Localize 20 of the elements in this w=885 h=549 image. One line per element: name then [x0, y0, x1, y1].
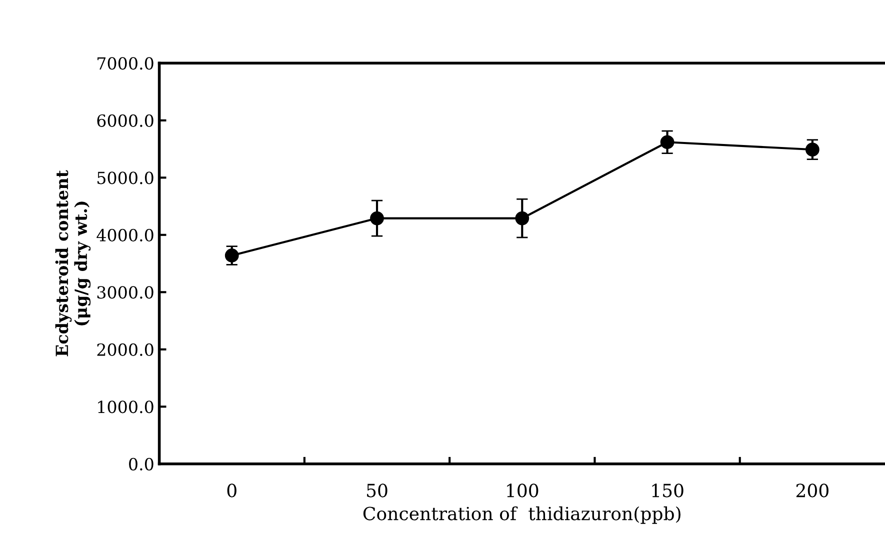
x-tick-label: 150 — [652, 484, 684, 498]
y-tick-label: 3000.0 — [97, 286, 154, 299]
y-axis-title: Ecdysteroid content (μg/g dry wt.) — [55, 170, 91, 356]
point — [370, 211, 384, 226]
y-tick-label: 7000.0 — [98, 57, 154, 70]
point — [805, 142, 820, 157]
point — [660, 135, 674, 150]
x-tick-label: 100 — [507, 484, 538, 498]
x-axis-title: Concentration of thidiazuron(ppb) — [363, 506, 680, 524]
y-tick-label: 2000.0 — [97, 343, 154, 356]
y-tick-label: 1000.0 — [98, 400, 154, 414]
y-tick-label: 4000.0 — [96, 228, 154, 242]
point — [515, 211, 530, 226]
y-tick-label: 6000.0 — [97, 114, 154, 127]
x-tick-label: 0 — [227, 484, 236, 498]
y-tick-label: 5000.0 — [98, 172, 154, 184]
point — [224, 248, 239, 262]
x-tick-label: 50 — [367, 484, 388, 498]
y-tick-label: 0.0 — [129, 458, 154, 470]
x-tick-label: 200 — [796, 484, 828, 498]
